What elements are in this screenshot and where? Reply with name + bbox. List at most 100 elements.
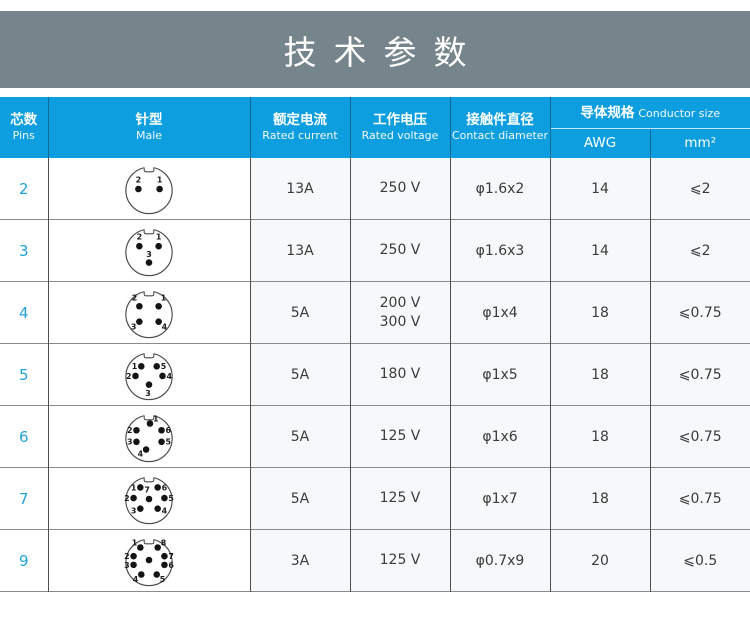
col-header-contact-diameter: 接触件直径 Contact diameter (449, 97, 550, 158)
svg-text:2: 2 (132, 293, 138, 302)
svg-text:3: 3 (127, 437, 132, 446)
table-header: 芯数 Pins 针型 Male 额定电流 Rated current 工作电压 … (0, 97, 750, 158)
male-connector-4pin-icon: 2 1 3 4 (125, 288, 173, 338)
col-header-male-en: Male (135, 129, 163, 142)
mm2-cell: ⩽0.75 (649, 281, 750, 344)
col-header-pins-en: Pins (12, 129, 35, 142)
col-header-mm2: mm² (649, 127, 750, 158)
mm2-cell: ⩽0.75 (649, 467, 750, 530)
svg-text:6: 6 (162, 483, 168, 492)
mm2-cell: ⩽0.75 (649, 343, 750, 406)
col-header-conductor-size: 导体规格 Conductor size (549, 97, 750, 128)
spec-table: 芯数 Pins 针型 Male 额定电流 Rated current 工作电压 … (0, 97, 750, 592)
pins-count-cell: 7 (0, 467, 48, 530)
male-connector-9pin-icon: 1 8 2 7 3 6 4 5 (124, 536, 174, 586)
awg-cell: 14 (549, 219, 650, 282)
rated-current-cell: 5A (249, 343, 350, 406)
svg-text:4: 4 (167, 371, 173, 380)
col-header-awg: AWG (549, 127, 650, 158)
male-connector-7pin-icon: 1 6 7 2 5 3 4 (124, 474, 174, 524)
connector-diagram-cell: 1 2 6 3 5 4 (47, 405, 250, 468)
rated-current-cell: 5A (249, 281, 350, 344)
voltage-line-1: 250 V (379, 242, 421, 258)
pins-count-cell: 9 (0, 529, 48, 592)
col-header-current-zh: 额定电流 (273, 112, 327, 128)
svg-text:3: 3 (131, 322, 137, 331)
svg-text:1: 1 (161, 293, 167, 302)
voltage-line-1: 250 V (379, 180, 421, 196)
male-connector-3pin-icon: 2 13 (125, 226, 173, 276)
svg-text:2: 2 (136, 175, 142, 184)
svg-text:5: 5 (168, 493, 174, 502)
col-header-rated-voltage: 工作电压 Rated voltage (349, 97, 450, 158)
awg-cell: 18 (549, 405, 650, 468)
page-title: 技术参数 (283, 32, 484, 72)
svg-text:7: 7 (168, 552, 174, 561)
pins-count-cell: 6 (0, 405, 48, 468)
mm2-cell: ⩽0.75 (649, 405, 750, 468)
svg-text:7: 7 (144, 485, 150, 494)
col-header-male-zh: 针型 (135, 112, 163, 128)
contact-diameter-cell: φ1x7 (449, 467, 550, 530)
svg-text:1: 1 (153, 414, 159, 423)
svg-text:5: 5 (161, 362, 167, 371)
page: 技术参数 芯数 Pins 针型 Male 额定电流 Rated current (0, 11, 750, 592)
contact-diameter-cell: φ1x4 (449, 281, 550, 344)
rated-current-cell: 3A (249, 529, 350, 592)
voltage-line-1: 125 V (379, 428, 421, 444)
col-header-diameter-en: Contact diameter (451, 129, 549, 142)
mm2-cell: ⩽2 (649, 158, 750, 220)
col-header-voltage-zh: 工作电压 (373, 112, 427, 128)
col-header-voltage-en: Rated voltage (361, 129, 439, 142)
svg-text:3: 3 (145, 389, 151, 398)
voltage-line-1: 125 V (379, 552, 421, 568)
svg-text:3: 3 (131, 506, 137, 515)
svg-text:6: 6 (166, 426, 172, 435)
awg-cell: 18 (549, 281, 650, 344)
rated-voltage-cell: 125 V (349, 467, 450, 530)
awg-cell: 14 (549, 158, 650, 220)
voltage-line-1: 125 V (379, 490, 421, 506)
pins-count-cell: 2 (0, 158, 48, 220)
connector-diagram-cell: 2 1 3 4 (47, 281, 250, 344)
rated-current-cell: 13A (249, 158, 350, 220)
svg-text:2: 2 (126, 371, 132, 380)
contact-diameter-cell: φ0.7x9 (449, 529, 550, 592)
contact-diameter-cell: φ1.6x2 (449, 158, 550, 220)
col-header-male: 针型 Male (47, 97, 250, 158)
title-banner: 技术参数 (0, 11, 750, 88)
rated-current-cell: 13A (249, 219, 350, 282)
table-row: 4 2 1 3 4 5A 200 V 300 V φ1x4 18 ⩽0.75 (0, 281, 750, 344)
svg-text:5: 5 (160, 575, 166, 584)
awg-cell: 18 (549, 467, 650, 530)
awg-cell: 18 (549, 343, 650, 406)
voltage-line-1: 180 V (379, 366, 421, 382)
col-header-current-en: Rated current (262, 129, 338, 142)
svg-text:4: 4 (162, 506, 168, 515)
svg-text:1: 1 (157, 175, 163, 184)
svg-text:4: 4 (133, 575, 139, 584)
col-header-diameter-zh: 接触件直径 (466, 112, 534, 128)
rated-voltage-cell: 200 V 300 V (349, 281, 450, 344)
col-header-pins: 芯数 Pins (0, 97, 48, 158)
mm2-cell: ⩽0.5 (649, 529, 750, 592)
mm2-cell: ⩽2 (649, 219, 750, 282)
svg-text:2: 2 (127, 426, 132, 435)
awg-cell: 20 (549, 529, 650, 592)
rated-voltage-cell: 250 V (349, 219, 450, 282)
pins-count-cell: 5 (0, 343, 48, 406)
svg-text:3: 3 (124, 560, 130, 569)
table-row: 9 1 8 2 7 3 6 4 5 3A 125 V φ0.7x9 20 ⩽0.5 (0, 529, 750, 592)
voltage-line-2: 300 V (379, 313, 421, 330)
svg-text:3: 3 (146, 249, 152, 258)
rated-voltage-cell: 180 V (349, 343, 450, 406)
rated-voltage-cell: 250 V (349, 158, 450, 220)
svg-text:1: 1 (132, 538, 138, 547)
svg-text:6: 6 (168, 560, 174, 569)
svg-text:2: 2 (137, 232, 143, 241)
